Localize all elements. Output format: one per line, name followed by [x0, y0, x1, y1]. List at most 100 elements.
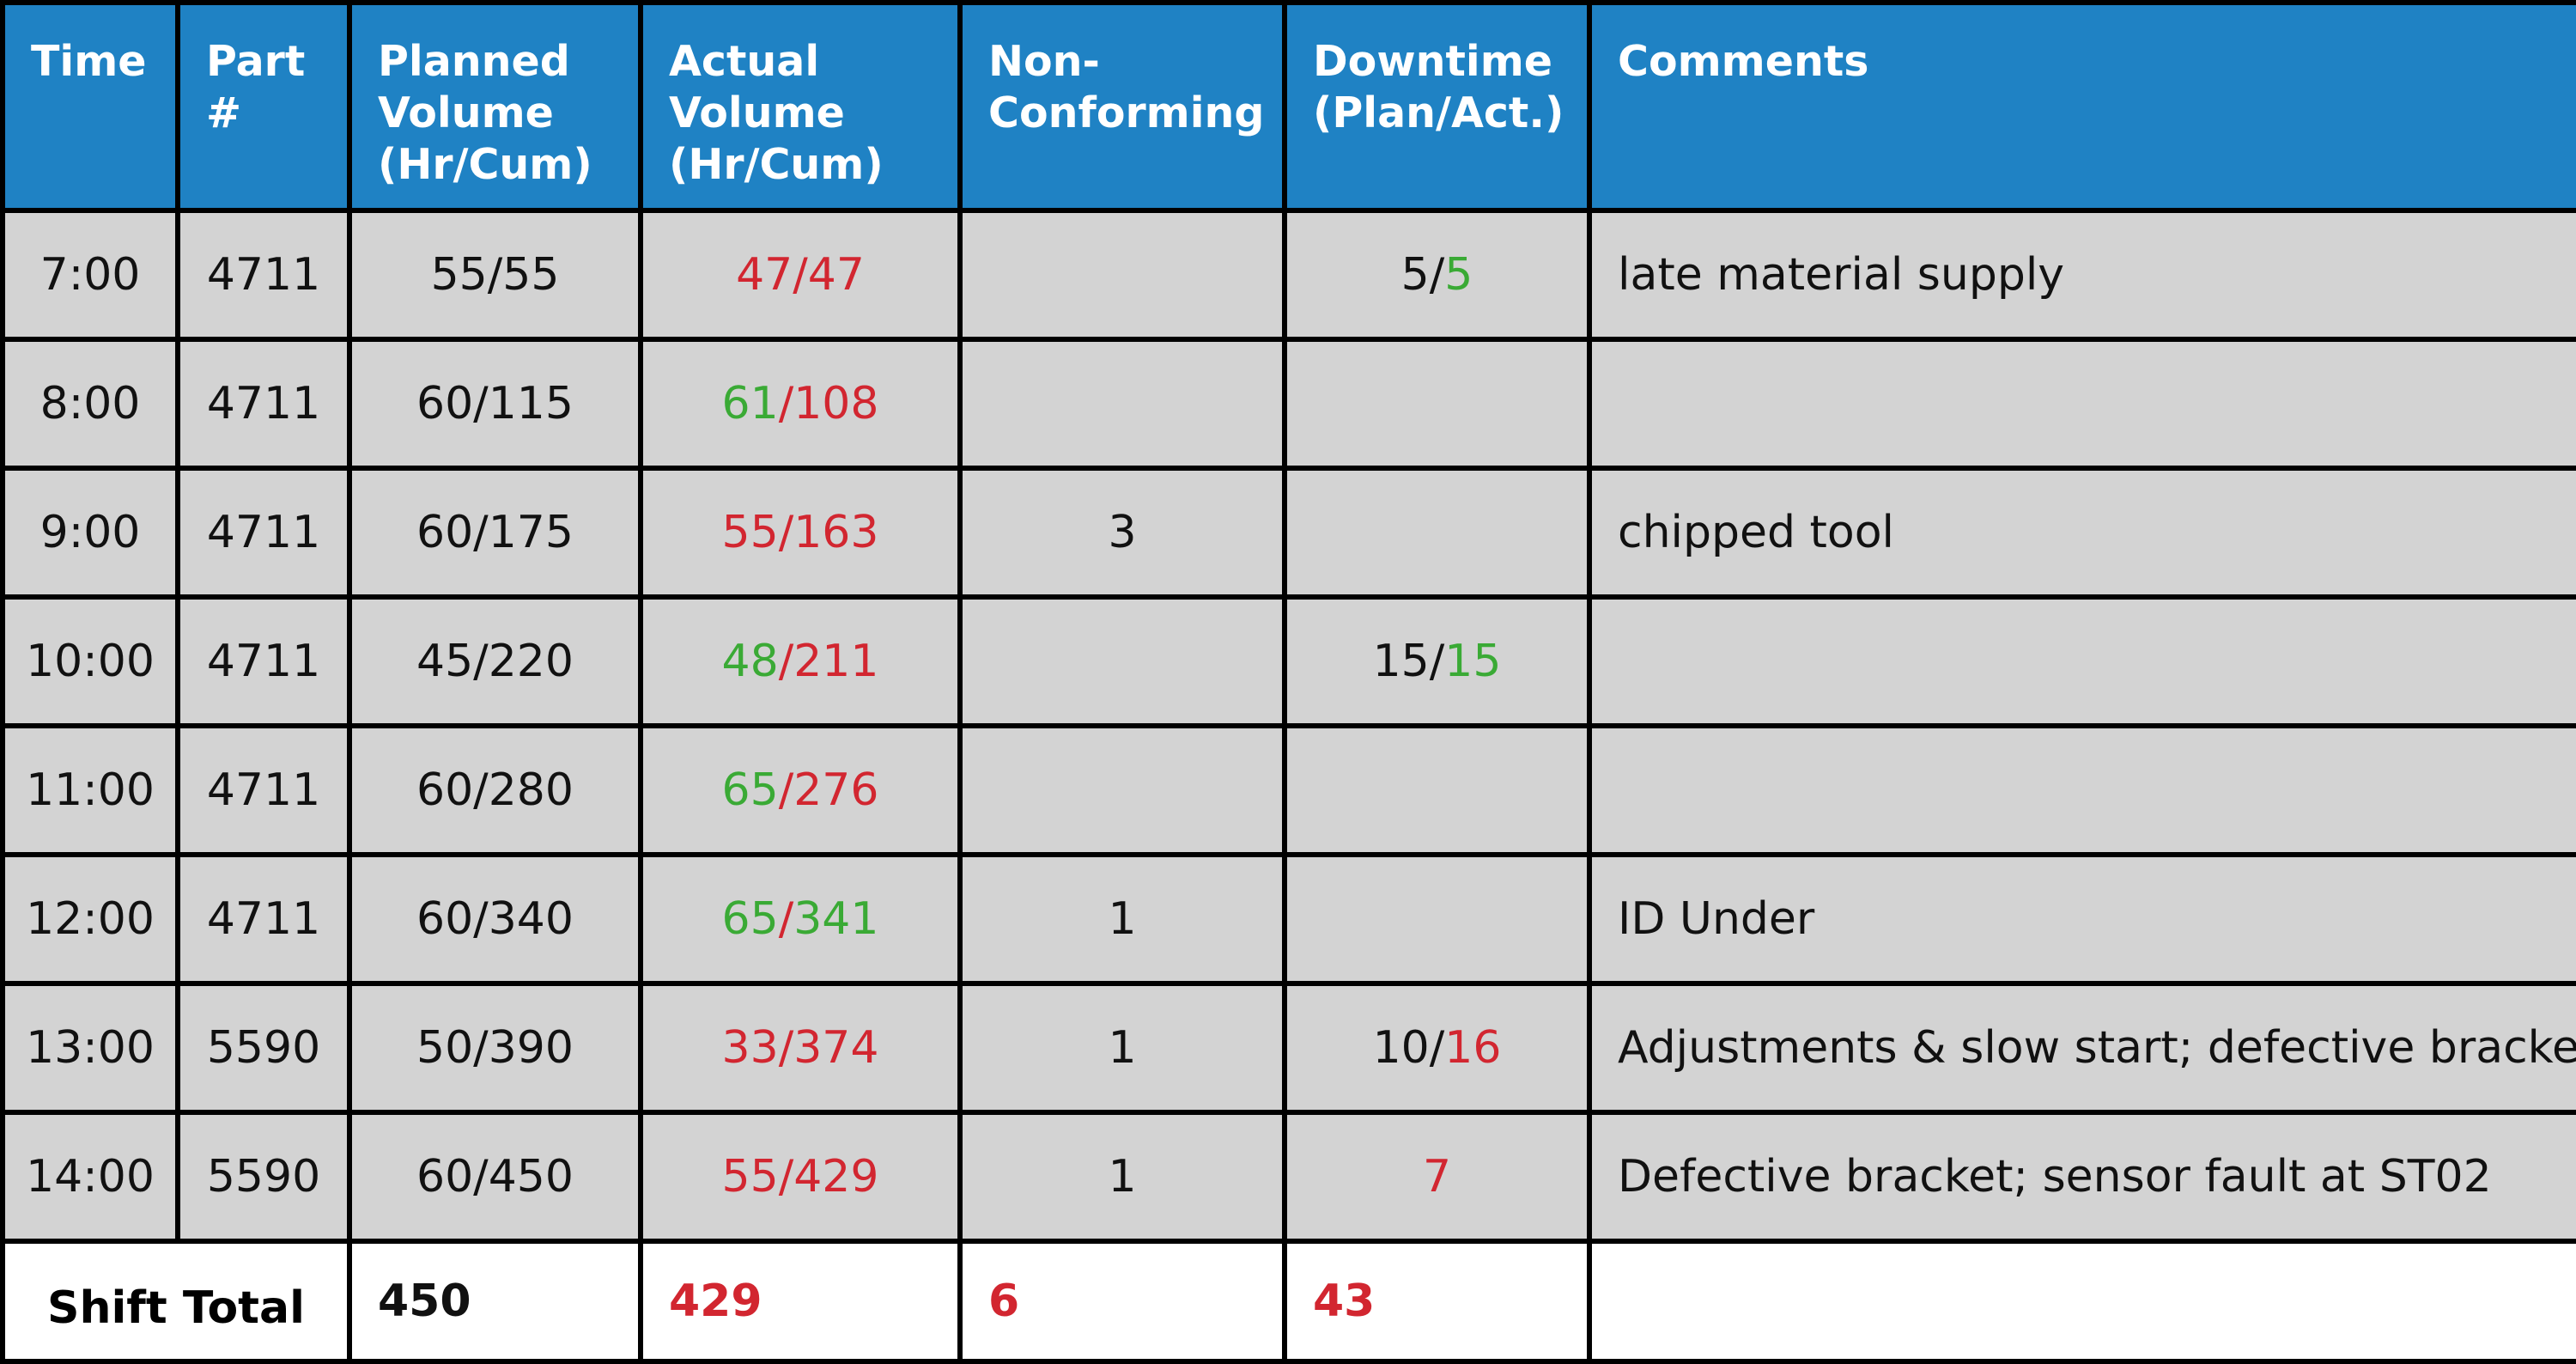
downtime-separator: / — [1429, 249, 1445, 301]
downtime-cell — [1282, 466, 1592, 600]
downtime-separator: / — [1429, 1022, 1445, 1074]
non-conforming-cell — [957, 208, 1287, 342]
header-downtime: Downtime (Plan/Act.) — [1282, 0, 1592, 213]
part-number-cell: 4711 — [175, 337, 352, 471]
time-cell: 8:00 — [0, 337, 180, 471]
actual-volume-cell: 33/374 — [638, 981, 963, 1115]
downtime-actual: 5 — [1444, 249, 1473, 301]
actual-volume-cell: 65/276 — [638, 723, 963, 857]
part-number-cell: 5590 — [175, 981, 352, 1115]
non-conforming-cell — [957, 337, 1287, 471]
downtime-cell — [1282, 337, 1592, 471]
downtime-planned: 15 — [1372, 636, 1430, 687]
non-conforming-cell: 1 — [957, 852, 1287, 986]
comment-cell: Adjustments & slow start; defective brac… — [1587, 981, 2576, 1115]
actual-cumulative: 163 — [793, 507, 879, 558]
actual-cumulative: 211 — [793, 636, 879, 687]
header-row: Time Part # Planned Volume (Hr/Cum) Actu… — [0, 0, 2576, 213]
comment-cell — [1587, 337, 2576, 471]
actual-hourly: 55 — [721, 507, 779, 558]
comment-cell: Defective bracket; sensor fault at ST02 — [1587, 1110, 2576, 1244]
planned-volume-cell: 60/340 — [347, 852, 643, 986]
time-cell: 9:00 — [0, 466, 180, 600]
actual-cumulative: 341 — [793, 893, 879, 945]
actual-volume-cell: 65/341 — [638, 852, 963, 986]
downtime-cell: 5/5 — [1282, 208, 1592, 342]
time-cell: 12:00 — [0, 852, 180, 986]
table-row: 14:00 5590 60/450 55/429 1 7 Defective bracket… — [0, 1110, 2576, 1244]
actual-cumulative: 429 — [793, 1151, 879, 1203]
actual-hourly: 65 — [721, 893, 779, 945]
actual-separator: / — [778, 1151, 794, 1203]
downtime-cell: 10/16 — [1282, 981, 1592, 1115]
header-comments: Comments — [1587, 0, 2576, 213]
non-conforming-cell: 1 — [957, 1110, 1287, 1244]
table-row: 8:00 4711 60/115 61/108 — [0, 337, 2576, 471]
part-number-cell: 5590 — [175, 1110, 352, 1244]
time-cell: 10:00 — [0, 594, 180, 728]
actual-hourly: 61 — [721, 378, 779, 429]
table-row: 7:00 4711 55/55 47/47 5/5 late material suppl… — [0, 208, 2576, 342]
actual-separator: / — [778, 636, 794, 687]
planned-volume-cell: 45/220 — [347, 594, 643, 728]
downtime-planned: 5 — [1400, 249, 1430, 301]
planned-volume-cell: 50/390 — [347, 981, 643, 1115]
actual-volume-cell: 55/163 — [638, 466, 963, 600]
total-downtime: 43 — [1282, 1239, 1592, 1364]
actual-hourly: 55 — [721, 1151, 779, 1203]
downtime-cell: 15/15 — [1282, 594, 1592, 728]
time-cell: 14:00 — [0, 1110, 180, 1244]
table-row: 12:00 4711 60/340 65/341 1 ID Under — [0, 852, 2576, 986]
planned-volume-cell: 55/55 — [347, 208, 643, 342]
header-non-conforming: Non-Conforming — [957, 0, 1287, 213]
part-number-cell: 4711 — [175, 208, 352, 342]
actual-cumulative: 374 — [793, 1022, 879, 1074]
downtime-actual: 15 — [1444, 636, 1502, 687]
actual-hourly: 65 — [721, 764, 779, 816]
total-actual: 429 — [638, 1239, 963, 1364]
comment-cell: ID Under — [1587, 852, 2576, 986]
shift-total-row: Shift Total 450 429 6 43 — [0, 1239, 2576, 1364]
comment-cell — [1587, 594, 2576, 728]
hourly-rows: 7:00 4711 55/55 47/47 5/5 late material suppl… — [0, 208, 2576, 1244]
actual-volume-cell: 61/108 — [638, 337, 963, 471]
planned-volume-cell: 60/450 — [347, 1110, 643, 1244]
total-comment — [1587, 1239, 2576, 1364]
planned-volume-cell: 60/280 — [347, 723, 643, 857]
actual-separator: / — [778, 893, 794, 945]
total-planned: 450 — [347, 1239, 643, 1364]
actual-volume-cell: 55/429 — [638, 1110, 963, 1244]
actual-cumulative: 108 — [793, 378, 879, 429]
part-number-cell: 4711 — [175, 852, 352, 986]
downtime-cell — [1282, 723, 1592, 857]
header-planned-volume: Planned Volume (Hr/Cum) — [347, 0, 643, 213]
header-part-number: Part # — [175, 0, 352, 213]
actual-volume-cell: 47/47 — [638, 208, 963, 342]
table-row: 11:00 4711 60/280 65/276 — [0, 723, 2576, 857]
downtime-actual: 16 — [1444, 1022, 1502, 1074]
non-conforming-cell — [957, 723, 1287, 857]
actual-hourly: 47 — [736, 249, 793, 301]
non-conforming-cell: 3 — [957, 466, 1287, 600]
table-row: 9:00 4711 60/175 55/163 3 chipped tool — [0, 466, 2576, 600]
time-cell: 7:00 — [0, 208, 180, 342]
time-cell: 11:00 — [0, 723, 180, 857]
comment-cell: chipped tool — [1587, 466, 2576, 600]
time-cell: 13:00 — [0, 981, 180, 1115]
comment-cell — [1587, 723, 2576, 857]
actual-separator: / — [778, 507, 794, 558]
part-number-cell: 4711 — [175, 723, 352, 857]
downtime-cell — [1282, 852, 1592, 986]
table-row: 10:00 4711 45/220 48/211 15/15 — [0, 594, 2576, 728]
shift-total-label: Shift Total — [0, 1239, 352, 1364]
downtime-cell: 7 — [1282, 1110, 1592, 1244]
non-conforming-cell — [957, 594, 1287, 728]
planned-volume-cell: 60/175 — [347, 466, 643, 600]
comment-cell: late material supply — [1587, 208, 2576, 342]
downtime-planned: 10 — [1372, 1022, 1430, 1074]
actual-volume-cell: 48/211 — [638, 594, 963, 728]
actual-separator: / — [778, 1022, 794, 1074]
actual-separator: / — [778, 764, 794, 816]
downtime-separator: / — [1429, 636, 1445, 687]
actual-separator: / — [778, 378, 794, 429]
